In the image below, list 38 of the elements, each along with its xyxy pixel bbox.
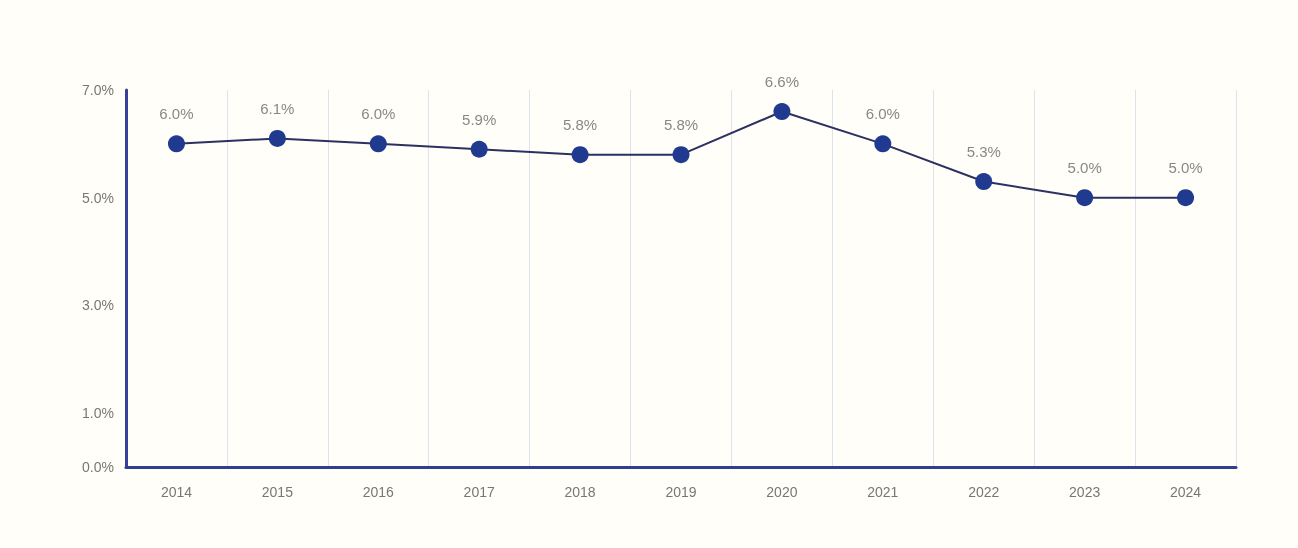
y-tick-label: 0.0% xyxy=(82,459,114,475)
point xyxy=(167,135,185,153)
x-tick-label: 2023 xyxy=(1069,484,1101,500)
data-label: 5.9% xyxy=(462,110,497,128)
data-label: 6.6% xyxy=(764,73,800,91)
x-tick-label: 2018 xyxy=(564,484,596,500)
point xyxy=(1177,189,1195,207)
y-tick-label: 5.0% xyxy=(82,189,114,206)
x-tick-label: 2016 xyxy=(362,484,395,500)
x-tick-label: 2015 xyxy=(261,484,294,500)
point xyxy=(1076,189,1094,207)
point xyxy=(369,135,387,153)
y-tick-label: 7.0% xyxy=(82,82,114,98)
y-tick-label: 3.0% xyxy=(82,297,114,314)
x-tick-label: 2021 xyxy=(867,484,899,500)
data-label: 5.0% xyxy=(1168,159,1203,177)
x-tick-label: 2024 xyxy=(1169,484,1202,500)
x-tick-label: 2014 xyxy=(160,484,193,500)
x-tick-label: 2017 xyxy=(463,484,495,500)
point xyxy=(470,140,488,158)
data-label: 5.8% xyxy=(663,116,699,134)
data-label: 5.3% xyxy=(966,143,1001,161)
data-label: 5.8% xyxy=(562,116,598,134)
point xyxy=(571,146,589,164)
data-label: 6.0% xyxy=(361,105,396,123)
point xyxy=(874,135,892,153)
point xyxy=(268,129,286,147)
data-label: 5.0% xyxy=(1067,159,1102,177)
x-tick-label: 2020 xyxy=(766,484,798,500)
point xyxy=(975,173,993,191)
y-tick-label: 1.0% xyxy=(82,405,114,422)
data-label: 6.0% xyxy=(159,105,194,123)
x-tick-label: 2022 xyxy=(968,484,1000,500)
point xyxy=(672,146,690,164)
data-label: 6.0% xyxy=(865,105,900,123)
data-label: 6.1% xyxy=(260,99,295,117)
x-tick-label: 2019 xyxy=(665,484,697,500)
point xyxy=(773,103,791,121)
